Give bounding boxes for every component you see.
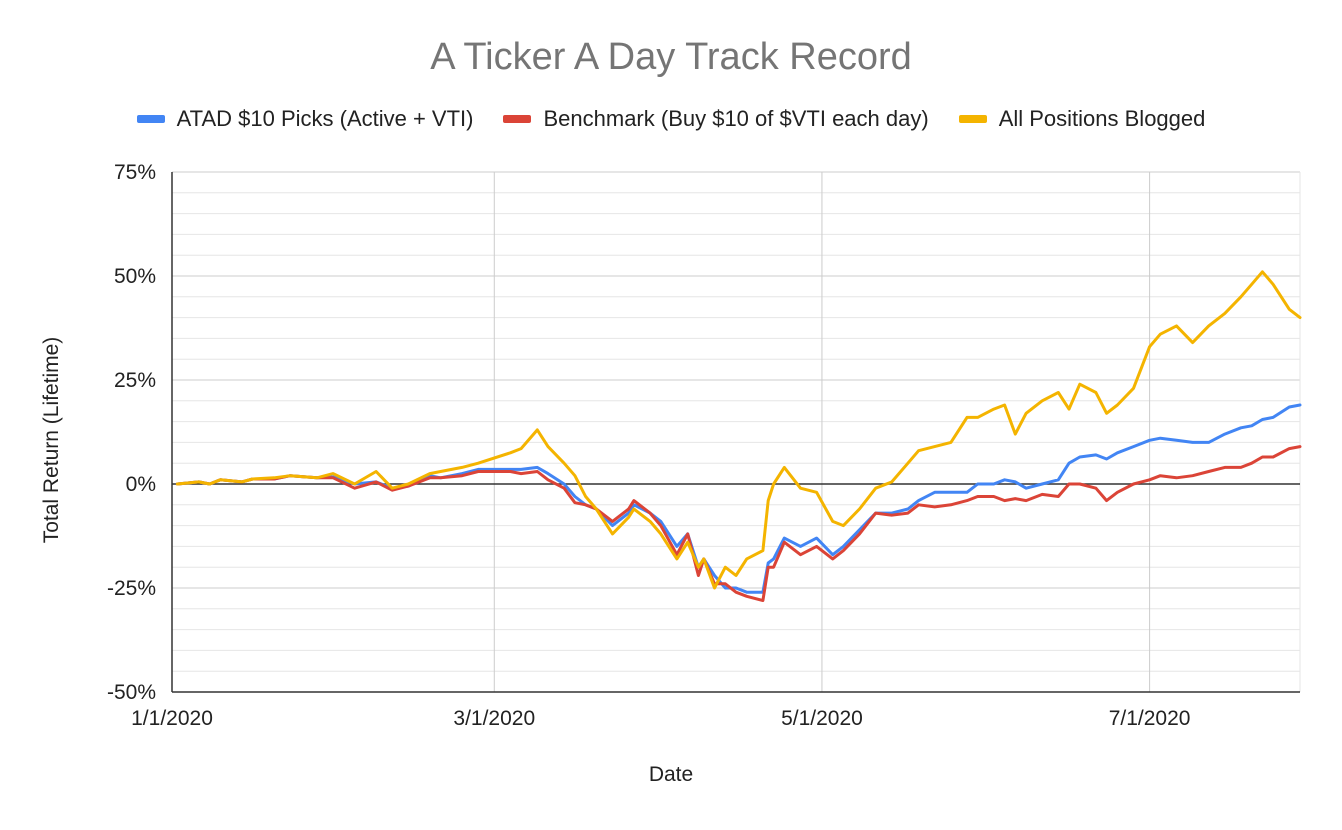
- legend: ATAD $10 Picks (Active + VTI) Benchmark …: [0, 106, 1342, 132]
- grid-layer: [171, 171, 1301, 693]
- chart-title: A Ticker A Day Track Record: [430, 36, 912, 78]
- y-tick-label: 0%: [126, 473, 156, 496]
- y-tick-label: 75%: [114, 161, 156, 184]
- series-line-atad-picks[interactable]: [175, 403, 1302, 594]
- y-tick-label: 25%: [114, 369, 156, 392]
- legend-label-all-positions: All Positions Blogged: [998, 106, 1206, 131]
- series-layer: [175, 270, 1302, 602]
- legend-swatch-benchmark: [503, 115, 532, 123]
- legend-item-all-positions[interactable]: All Positions Blogged: [958, 106, 1206, 132]
- legend-label-atad: ATAD $10 Picks (Active + VTI): [176, 106, 474, 131]
- legend-item-benchmark[interactable]: Benchmark (Buy $10 of $VTI each day): [503, 106, 929, 132]
- y-tick-label: 50%: [114, 265, 156, 288]
- series-line-all-positions-blogged[interactable]: [175, 270, 1302, 590]
- x-tick-label: 7/1/2020: [1109, 707, 1191, 730]
- x-tick-label: 1/1/2020: [131, 707, 213, 730]
- x-tick-label: 3/1/2020: [453, 707, 535, 730]
- legend-swatch-all-positions: [958, 115, 987, 123]
- series-line-benchmark[interactable]: [175, 445, 1302, 602]
- legend-swatch-atad: [136, 115, 165, 123]
- x-axis-title: Date: [648, 763, 694, 786]
- legend-label-benchmark: Benchmark (Buy $10 of $VTI each day): [543, 106, 929, 131]
- y-tick-label: -25%: [107, 577, 156, 600]
- x-tick-label: 5/1/2020: [781, 707, 863, 730]
- y-tick-label: -50%: [107, 681, 156, 704]
- y-axis-title: Total Return (Lifetime): [40, 336, 63, 544]
- legend-item-atad[interactable]: ATAD $10 Picks (Active + VTI): [136, 106, 474, 132]
- axis-layer: 1/1/2020 3/1/2020 5/1/2020 7/1/2020 75% 50% 25…: [107, 161, 1300, 730]
